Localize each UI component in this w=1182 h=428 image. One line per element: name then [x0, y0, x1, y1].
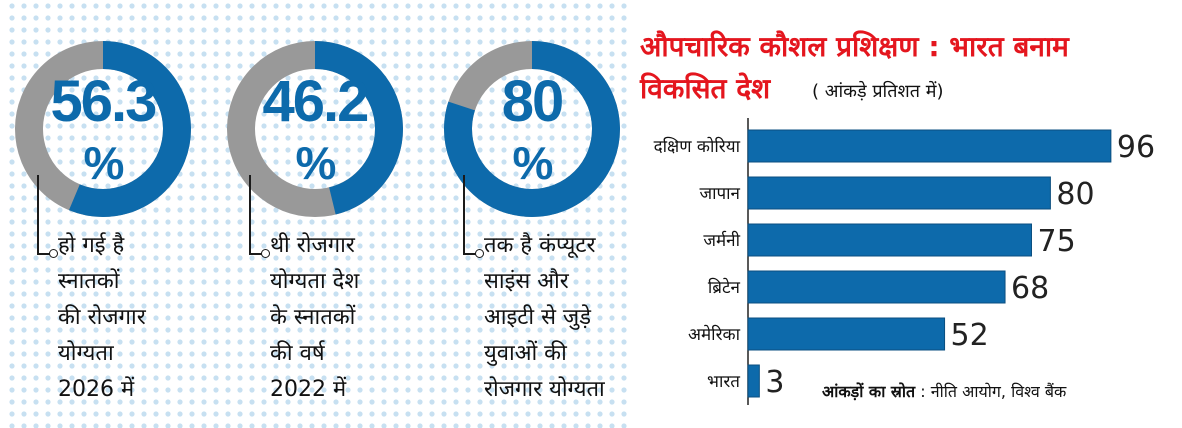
source-text: : नीति आयोग, विश्व बैंक	[920, 382, 1067, 401]
bar-value-label: 75	[1038, 224, 1076, 259]
bar-0	[747, 129, 1112, 163]
caption-line: 2022 में	[270, 377, 347, 402]
donut-value-3: 80	[501, 69, 565, 134]
bar-category-label: अमेरिका	[688, 324, 741, 345]
donut-unit-2: %	[295, 137, 337, 189]
bar-value-label: 80	[1056, 177, 1094, 212]
bar-value-label: 96	[1117, 130, 1155, 165]
donut-caption-2: थी रोजगार योग्यता देश के स्नातकों की वर्…	[270, 228, 359, 408]
donut-unit-1: %	[83, 137, 125, 189]
caption-line: थी रोजगार	[270, 233, 355, 258]
donut-chart-3: 80 %	[443, 40, 621, 218]
chart-title-line2: विकसित देश	[640, 72, 771, 105]
caption-line: योग्यता	[58, 341, 114, 366]
donut-chart-2: 46.2 %	[226, 40, 404, 218]
bar-5	[747, 364, 760, 398]
leader-line-1	[37, 175, 58, 258]
caption-line: युवाओं की	[484, 341, 567, 366]
donut-arc-3	[444, 41, 620, 217]
caption-line: के स्नातकों	[270, 305, 356, 330]
bar-category-label: भारत	[707, 372, 740, 392]
caption-line: रोजगार योग्यता	[484, 377, 605, 402]
caption-line: स्नातकों	[58, 269, 120, 294]
leader-line-2	[249, 175, 270, 258]
donut-chart-1: 56.3 %	[14, 40, 192, 218]
donut-ring-3	[444, 41, 620, 217]
chart-subtitle: ( आंकड़े प्रतिशत में)	[812, 81, 944, 102]
donut-arc-1	[15, 41, 191, 217]
caption-line: हो गई है	[58, 233, 125, 258]
source-label: आंकड़ों का स्रोत	[822, 382, 916, 401]
donut-ring-1	[15, 41, 191, 217]
source-note: आंकड़ों का स्रोत : नीति आयोग, विश्व बैंक	[822, 380, 1066, 402]
bar-3	[747, 270, 1006, 304]
bar-category-label: दक्षिण कोरिया	[654, 136, 741, 157]
caption-line: की रोजगार	[58, 305, 146, 330]
caption-line: साइंस और	[484, 269, 569, 294]
donut-value-2: 46.2	[262, 69, 370, 134]
caption-line: तक है कंप्यूटर	[484, 233, 596, 258]
bar-4	[747, 317, 946, 351]
caption-line: योग्यता देश	[270, 269, 360, 294]
caption-line: आइटी से जुड़े	[484, 305, 592, 330]
leader-line-3	[463, 175, 484, 258]
bar-category-label: जापान	[699, 184, 740, 204]
donut-caption-1: हो गई है स्नातकों की रोजगार योग्यता 2026…	[58, 228, 146, 408]
chart-title-line1: औपचारिक कौशल प्रशिक्षण : भारत बनाम	[640, 30, 1069, 63]
bar-2	[747, 223, 1032, 257]
bar-value-label: 68	[1011, 271, 1049, 306]
bar-value-label: 52	[951, 318, 989, 353]
donut-ring-2	[227, 41, 403, 217]
donut-caption-3: तक है कंप्यूटर साइंस और आइटी से जुड़े यु…	[484, 228, 605, 408]
bar-category-label: जर्मनी	[703, 230, 740, 251]
donut-value-1: 56.3	[50, 69, 158, 134]
caption-line: की वर्ष	[270, 341, 325, 366]
bar-category-label: ब्रिटेन	[708, 277, 741, 298]
donut-arc-2	[227, 41, 403, 217]
bar-1	[747, 176, 1051, 210]
donut-unit-3: %	[512, 137, 554, 189]
caption-line: 2026 में	[58, 377, 135, 402]
bar-value-label: 3	[765, 365, 784, 400]
